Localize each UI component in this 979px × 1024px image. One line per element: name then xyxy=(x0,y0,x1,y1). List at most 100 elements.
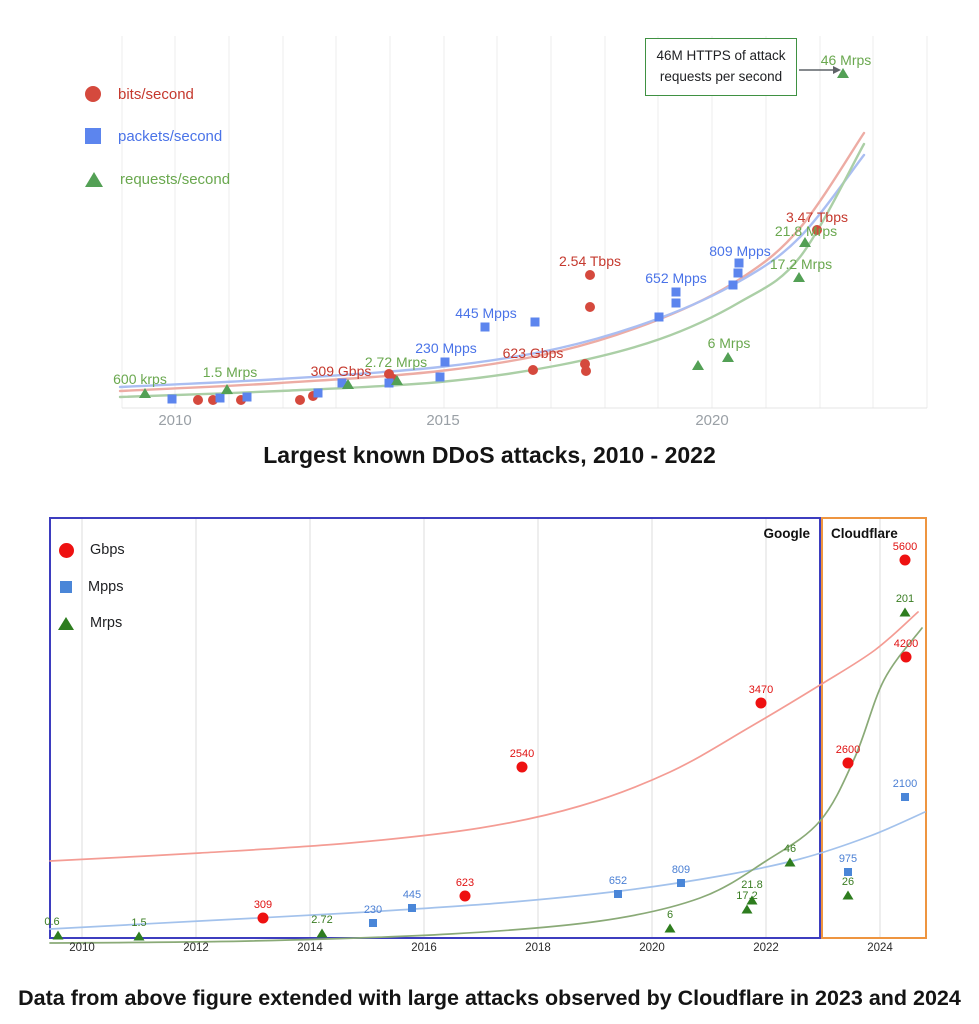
data-point-triangle xyxy=(799,237,811,247)
legend-label: bits/second xyxy=(118,85,194,103)
data-point-label: 652 xyxy=(609,875,627,887)
data-point-square xyxy=(313,388,323,398)
data-point-circle xyxy=(516,761,528,773)
data-point-square xyxy=(530,317,540,327)
data-point-circle xyxy=(193,395,203,405)
data-point-square xyxy=(167,394,177,404)
legend-item-mrps: Mrps xyxy=(58,615,122,631)
data-point-square xyxy=(242,392,252,402)
bits-per-second-trend-line xyxy=(118,131,866,393)
data-point-square xyxy=(435,372,445,382)
data-point-triangle xyxy=(746,895,758,905)
data-point-label: 809 Mpps xyxy=(709,243,770,259)
data-point-square xyxy=(844,868,852,876)
data-point-label: 230 Mpps xyxy=(415,340,476,356)
data-point-square xyxy=(480,322,490,332)
circle-marker-icon xyxy=(59,542,74,558)
data-point-square xyxy=(337,378,347,388)
data-point-label: 309 Gbps xyxy=(311,363,372,379)
circle-marker-icon xyxy=(85,86,101,102)
data-point-label: 26 xyxy=(842,876,854,888)
data-point-square xyxy=(734,258,744,268)
data-point-circle xyxy=(585,270,595,280)
data-point-triangle xyxy=(316,928,328,938)
legend-label: Mpps xyxy=(88,579,124,595)
data-point-triangle xyxy=(664,923,676,933)
data-point-triangle xyxy=(692,360,704,370)
square-marker-icon xyxy=(60,581,72,593)
data-point-label: 623 Gbps xyxy=(503,345,564,361)
legend-item-packets-per-second: packets/second xyxy=(85,127,222,145)
legend-label: packets/second xyxy=(118,127,223,145)
x-tick-label: 2010 xyxy=(69,942,95,954)
data-point-label: 201 xyxy=(896,593,914,605)
data-point-triangle xyxy=(342,379,354,389)
data-point-triangle xyxy=(722,352,734,362)
data-point-square xyxy=(408,904,416,912)
x-tick-label: 2012 xyxy=(183,942,209,954)
data-point-label: 309 xyxy=(254,899,272,911)
annotation-text: 46M HTTPS of attack requests per second xyxy=(656,48,786,84)
region-label-google: Google xyxy=(763,526,811,541)
legend-item-bits-per-second: bits/second xyxy=(85,85,194,103)
region-box-cloudflare xyxy=(821,517,927,939)
data-point-label: 2.54 Tbps xyxy=(559,253,621,269)
data-point-label: 2.72 xyxy=(311,914,332,926)
data-point-triangle xyxy=(52,930,64,940)
legend-item-gbps: Gbps xyxy=(59,542,125,558)
data-point-circle xyxy=(900,651,912,663)
data-point-square xyxy=(440,357,450,367)
data-point-triangle xyxy=(139,388,151,398)
data-point-circle xyxy=(581,366,591,376)
data-point-label: 3.47 Tbps xyxy=(786,209,848,225)
data-point-label: 2600 xyxy=(836,744,860,756)
data-point-label: 809 xyxy=(672,864,690,876)
data-point-label: 230 xyxy=(364,904,382,916)
triangle-marker-icon xyxy=(85,171,103,187)
chart2-caption: Data from above figure extended with lar… xyxy=(18,986,961,1010)
data-point-square xyxy=(677,879,685,887)
mpps-trend-line xyxy=(49,811,926,930)
data-point-circle xyxy=(459,890,471,902)
data-point-label: 975 xyxy=(839,853,857,865)
data-point-triangle xyxy=(391,375,403,385)
data-point-label: 21.8 Mrps xyxy=(775,223,837,239)
data-point-label: 21.8 xyxy=(741,879,762,891)
data-point-label: 3470 xyxy=(749,684,773,696)
data-point-triangle xyxy=(899,607,911,617)
data-point-label: 445 Mpps xyxy=(455,305,516,321)
data-point-label: 2540 xyxy=(510,748,534,760)
data-point-circle xyxy=(755,697,767,709)
data-point-label: 1.5 xyxy=(131,917,146,929)
data-point-square xyxy=(728,280,738,290)
data-point-circle xyxy=(528,365,538,375)
mrps-trend-line xyxy=(49,627,923,944)
data-point-circle xyxy=(295,395,305,405)
legend-label: requests/second xyxy=(120,170,231,188)
chart1-plot-area: 309 Gbps 623 Gbps 2.54 Tbps 3.47 Tbps 230 Mp… xyxy=(113,36,928,429)
x-tick-label: 2016 xyxy=(411,942,437,954)
data-point-triangle xyxy=(793,272,805,282)
data-point-label: 600 krps xyxy=(113,371,167,387)
packets-per-second-trend-line xyxy=(118,153,866,389)
data-point-square xyxy=(671,287,681,297)
legend-label: Gbps xyxy=(90,542,125,558)
data-point-triangle xyxy=(842,890,854,900)
triangle-marker-icon xyxy=(58,616,74,630)
data-point-triangle xyxy=(221,384,233,394)
data-point-triangle xyxy=(784,857,796,867)
chart1-annotation-box: 46M HTTPS of attack requests per second xyxy=(645,38,797,96)
x-tick-label: 2024 xyxy=(867,942,893,954)
data-point-label: 6 Mrps xyxy=(708,335,751,351)
data-point-square xyxy=(901,793,909,801)
data-point-label: 6 xyxy=(667,909,673,921)
x-tick-label: 2014 xyxy=(297,942,323,954)
data-point-circle xyxy=(812,225,822,235)
x-tick-label: 2010 xyxy=(158,412,191,429)
legend-label: Mrps xyxy=(90,615,123,631)
data-point-label: 5600 xyxy=(893,541,917,553)
data-point-square xyxy=(733,268,743,278)
data-point-label: 623 xyxy=(456,877,474,889)
legend-item-requests-per-second: requests/second xyxy=(85,170,230,188)
